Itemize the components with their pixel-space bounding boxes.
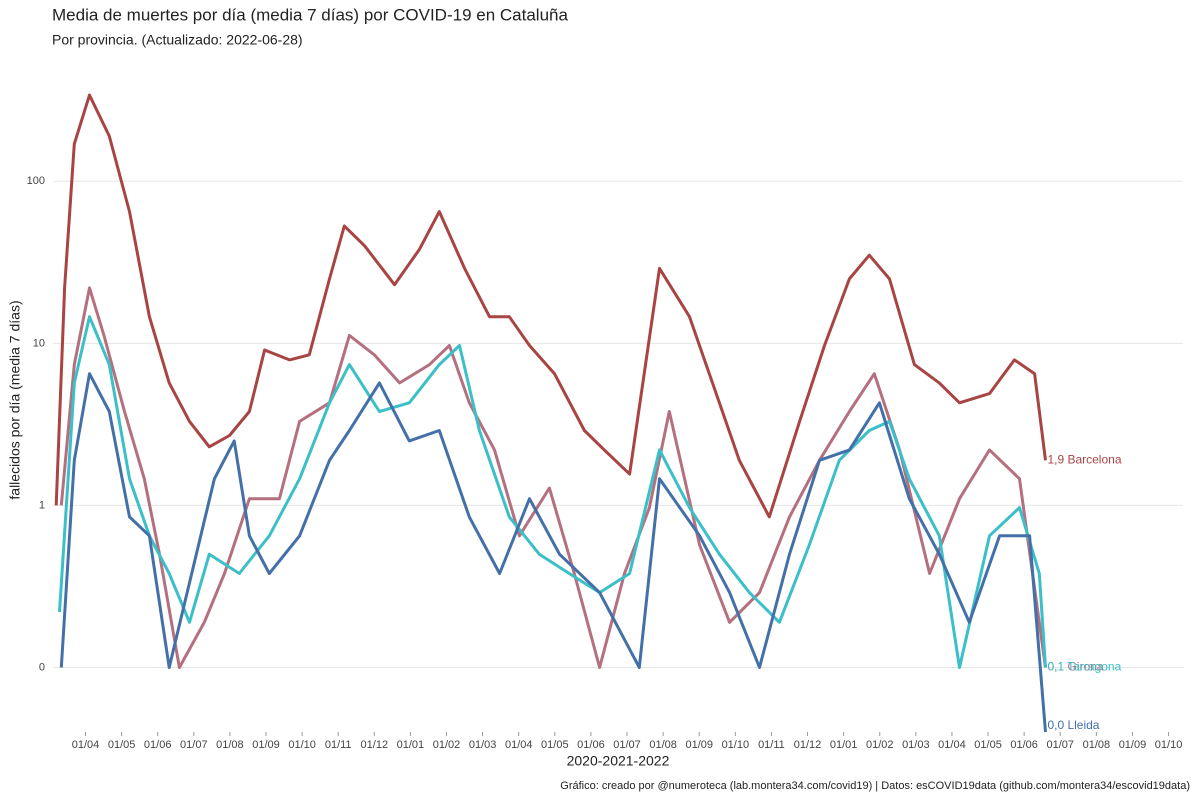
end-label: 0,1 Tarragona	[1047, 660, 1121, 674]
x-tick-label: 01/11	[758, 739, 785, 751]
x-tick-label: 01/12	[361, 739, 389, 751]
x-tick-label: 01/02	[866, 739, 894, 751]
x-tick-label: 01/07	[180, 739, 208, 751]
end-label: 0,0 Lleida	[1047, 718, 1099, 732]
y-tick-label: 0	[39, 661, 45, 673]
x-tick-label: 01/04	[505, 739, 533, 751]
chart-title: Media de muertes por día (media 7 días) …	[52, 5, 568, 24]
x-tick-label: 01/08	[649, 739, 677, 751]
x-tick-label: 01/02	[433, 739, 461, 751]
x-tick-label: 01/01	[397, 739, 425, 751]
x-tick-label: 01/07	[1046, 739, 1074, 751]
x-tick-label: 01/06	[144, 739, 172, 751]
x-tick-label: 01/09	[1119, 739, 1147, 751]
x-axis-title: 2020-2021-2022	[567, 753, 670, 769]
y-tick-label: 10	[33, 337, 45, 349]
x-tick-label: 01/03	[902, 739, 930, 751]
y-axis-title: fallecidos por día (media 7 días)	[7, 300, 23, 499]
series-line	[58, 315, 1047, 669]
x-tick-label: 01/04	[72, 739, 100, 751]
x-tick-label: 01/04	[938, 739, 966, 751]
x-tick-label: 01/10	[1155, 739, 1183, 751]
x-tick-label: 01/06	[577, 739, 605, 751]
x-tick-label: 01/05	[108, 739, 136, 751]
series-line	[54, 93, 1047, 519]
x-tick-label: 01/09	[252, 739, 280, 751]
end-label: 0,1 Girona	[1047, 660, 1103, 674]
chart-subtitle: Por provincia. (Actualizado: 2022-06-28)	[52, 32, 303, 48]
x-tick-label: 01/05	[974, 739, 1002, 751]
x-tick-label: 01/08	[216, 739, 244, 751]
caption: Gráfico: creado por @numeroteca (lab.mon…	[560, 780, 1190, 792]
x-tick-label: 01/03	[469, 739, 497, 751]
x-tick-label: 01/09	[685, 739, 713, 751]
x-tick-label: 01/05	[541, 739, 569, 751]
y-tick-label: 100	[27, 175, 45, 187]
x-tick-label: 01/01	[830, 739, 858, 751]
x-tick-label: 01/12	[794, 739, 822, 751]
y-tick-label: 1	[39, 499, 45, 511]
series-line	[59, 286, 1047, 669]
series-line	[59, 372, 1047, 733]
end-label: 1,9 Barcelona	[1047, 452, 1121, 466]
x-tick-label: 01/11	[325, 739, 352, 751]
x-tick-label: 01/08	[1083, 739, 1111, 751]
x-tick-label: 01/07	[613, 739, 641, 751]
x-tick-label: 01/06	[1010, 739, 1038, 751]
x-tick-label: 01/10	[288, 739, 316, 751]
x-tick-label: 01/10	[722, 739, 750, 751]
